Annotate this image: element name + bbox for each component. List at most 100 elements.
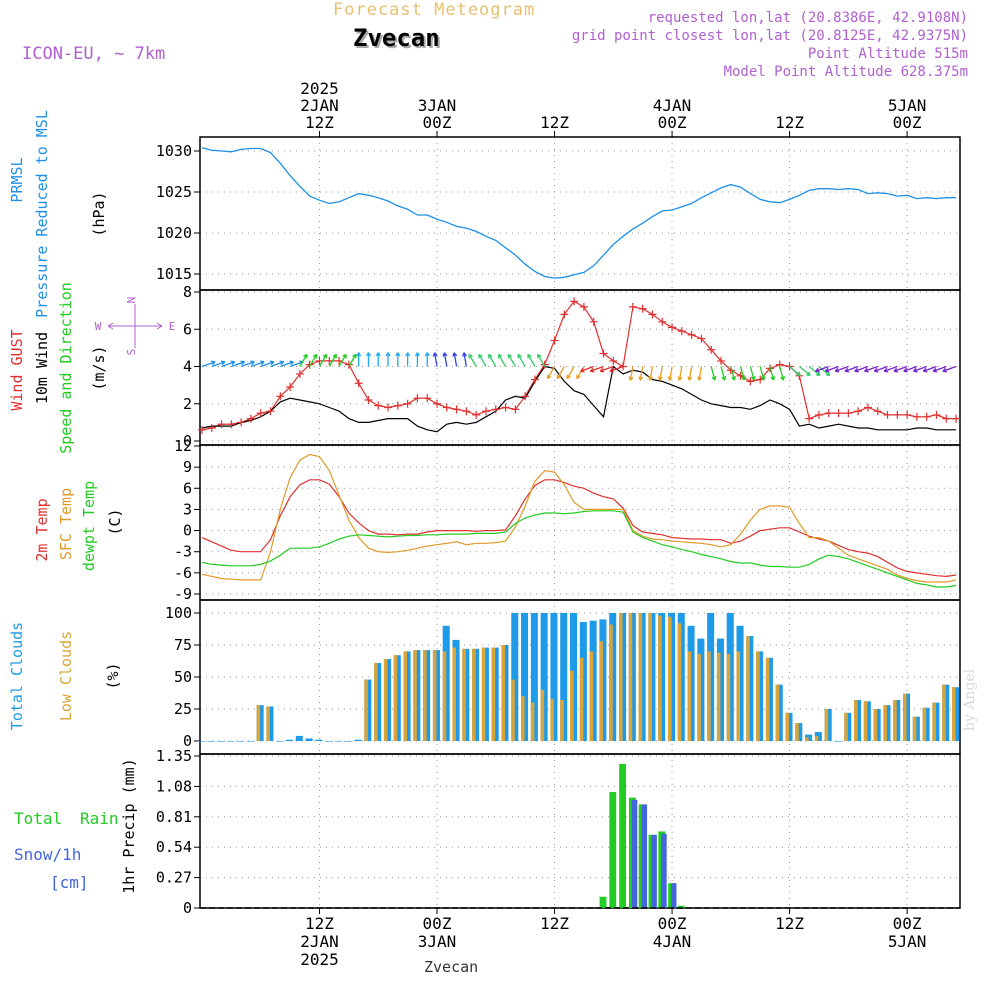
wind10m-line xyxy=(201,365,957,433)
low-cloud-bar xyxy=(491,647,496,741)
ytick-label-wind: 2 xyxy=(183,395,192,413)
wind-arrow-head xyxy=(442,352,448,357)
ytick-label-temperature: 0 xyxy=(183,522,192,540)
gust-marker xyxy=(256,409,265,418)
gust-marker xyxy=(824,409,833,418)
wind-arrow-head xyxy=(750,375,756,381)
low-cloud-bar xyxy=(266,706,270,741)
label-sfc-temp: SFC Temp xyxy=(57,488,75,560)
wind-arrow-head xyxy=(342,353,347,359)
wind-arrow-head xyxy=(731,375,737,381)
wind-arrow-head xyxy=(405,352,411,357)
ytick-label-precip: 1.08 xyxy=(156,777,192,795)
label-dewpt-temp: dewpt Temp xyxy=(80,481,98,571)
gust-marker xyxy=(452,405,461,414)
gust-marker xyxy=(648,310,657,319)
total-cloud-bar xyxy=(726,613,734,741)
wind-arrow-head xyxy=(220,360,226,366)
wind-direction-arrow xyxy=(318,354,328,367)
gust-marker xyxy=(393,401,402,410)
wind-arrow-head xyxy=(556,374,562,380)
snow-bar xyxy=(641,804,648,908)
wind-arrow-head xyxy=(922,367,928,373)
wind-arrow-head xyxy=(815,367,820,373)
ytick-label-precip: 0.81 xyxy=(156,808,192,826)
wind-arrow-head xyxy=(488,353,493,359)
low-cloud-bar xyxy=(736,651,741,741)
ytick-label-precip: 0 xyxy=(183,899,192,917)
gust-marker xyxy=(521,392,530,401)
ytick-label-temperature: 3 xyxy=(183,500,192,518)
dewpt-line xyxy=(201,510,957,588)
ytick-label-clouds: 25 xyxy=(174,700,192,718)
gust-marker xyxy=(217,420,226,429)
ytick-label-temperature: -6 xyxy=(174,564,192,582)
wind-direction-arrow xyxy=(201,361,216,368)
wind-arrow-head xyxy=(395,352,401,357)
label-percent-unit: (%) xyxy=(104,662,122,689)
wind-arrow-head xyxy=(796,371,801,377)
xtick-top-label: 00Z xyxy=(893,113,922,132)
low-cloud-bar xyxy=(618,613,623,741)
panel-frame-precip xyxy=(199,753,961,909)
gust-marker xyxy=(560,310,569,319)
label-speed-direction: Speed and Direction xyxy=(57,282,75,454)
total-cloud-bar xyxy=(511,613,519,741)
gust-marker xyxy=(413,394,422,403)
gust-marker xyxy=(227,420,236,429)
xtick-bottom-label: 5JAN xyxy=(888,932,927,951)
gust-marker xyxy=(677,327,686,336)
gust-marker xyxy=(746,377,755,386)
gust-marker xyxy=(619,362,628,371)
xtick-top-label: 00Z xyxy=(423,113,452,132)
rain-bar xyxy=(609,792,617,908)
wind-direction-arrow xyxy=(517,354,526,367)
total-cloud-bar xyxy=(237,741,245,742)
snow-bar xyxy=(651,834,657,908)
low-cloud-bar xyxy=(677,623,682,741)
ytick-label-pressure: 1020 xyxy=(156,224,192,242)
gust-line xyxy=(201,300,957,431)
ytick-label-wind: 4 xyxy=(183,358,192,376)
wind-direction-arrow xyxy=(250,361,265,368)
wind-arrow-head xyxy=(580,367,585,373)
wind-arrow-head xyxy=(375,352,381,357)
low-cloud-bar xyxy=(423,650,427,741)
wind-direction-arrow xyxy=(808,366,821,376)
gust-marker xyxy=(697,334,706,343)
low-cloud-bar xyxy=(932,702,936,741)
total-cloud-bar xyxy=(530,613,538,741)
total-cloud-bar xyxy=(814,732,822,741)
gust-marker xyxy=(952,414,961,423)
wind-direction-arrow xyxy=(749,366,755,381)
low-cloud-bar xyxy=(893,700,897,741)
xtick-bottom-label: 2025 xyxy=(300,950,339,969)
gust-marker xyxy=(658,317,667,326)
wind-direction-arrow xyxy=(798,366,811,376)
gust-marker xyxy=(628,302,637,311)
compass-e: E xyxy=(169,320,176,333)
gust-marker xyxy=(814,410,823,419)
xtick-bottom-label: 00Z xyxy=(658,914,687,933)
gust-marker xyxy=(374,401,383,410)
wind-arrow-head xyxy=(289,360,294,366)
rain-bar xyxy=(599,896,607,908)
requested-coords: requested lon,lat (20.8386E, 42.9108N) xyxy=(647,10,968,26)
total-cloud-bar xyxy=(246,741,254,742)
gust-marker xyxy=(276,392,285,401)
wind-arrow-head xyxy=(721,375,727,381)
t2m-line xyxy=(201,479,957,578)
wind-direction-arrow xyxy=(815,365,829,372)
footer-station: Zvecan xyxy=(424,958,479,976)
wind-arrow-head xyxy=(269,360,275,366)
low-cloud-bar xyxy=(560,700,564,741)
wind-direction-arrow xyxy=(779,366,785,381)
low-cloud-bar xyxy=(530,702,535,741)
wind-direction-arrow xyxy=(883,365,898,372)
panel-frame-temperature xyxy=(199,444,961,601)
wind-direction-arrow xyxy=(834,365,849,372)
total-cloud-bar xyxy=(334,741,343,742)
wind-direction-arrow xyxy=(903,365,918,372)
wind-arrow-head xyxy=(893,367,899,373)
total-cloud-bar xyxy=(344,741,352,742)
